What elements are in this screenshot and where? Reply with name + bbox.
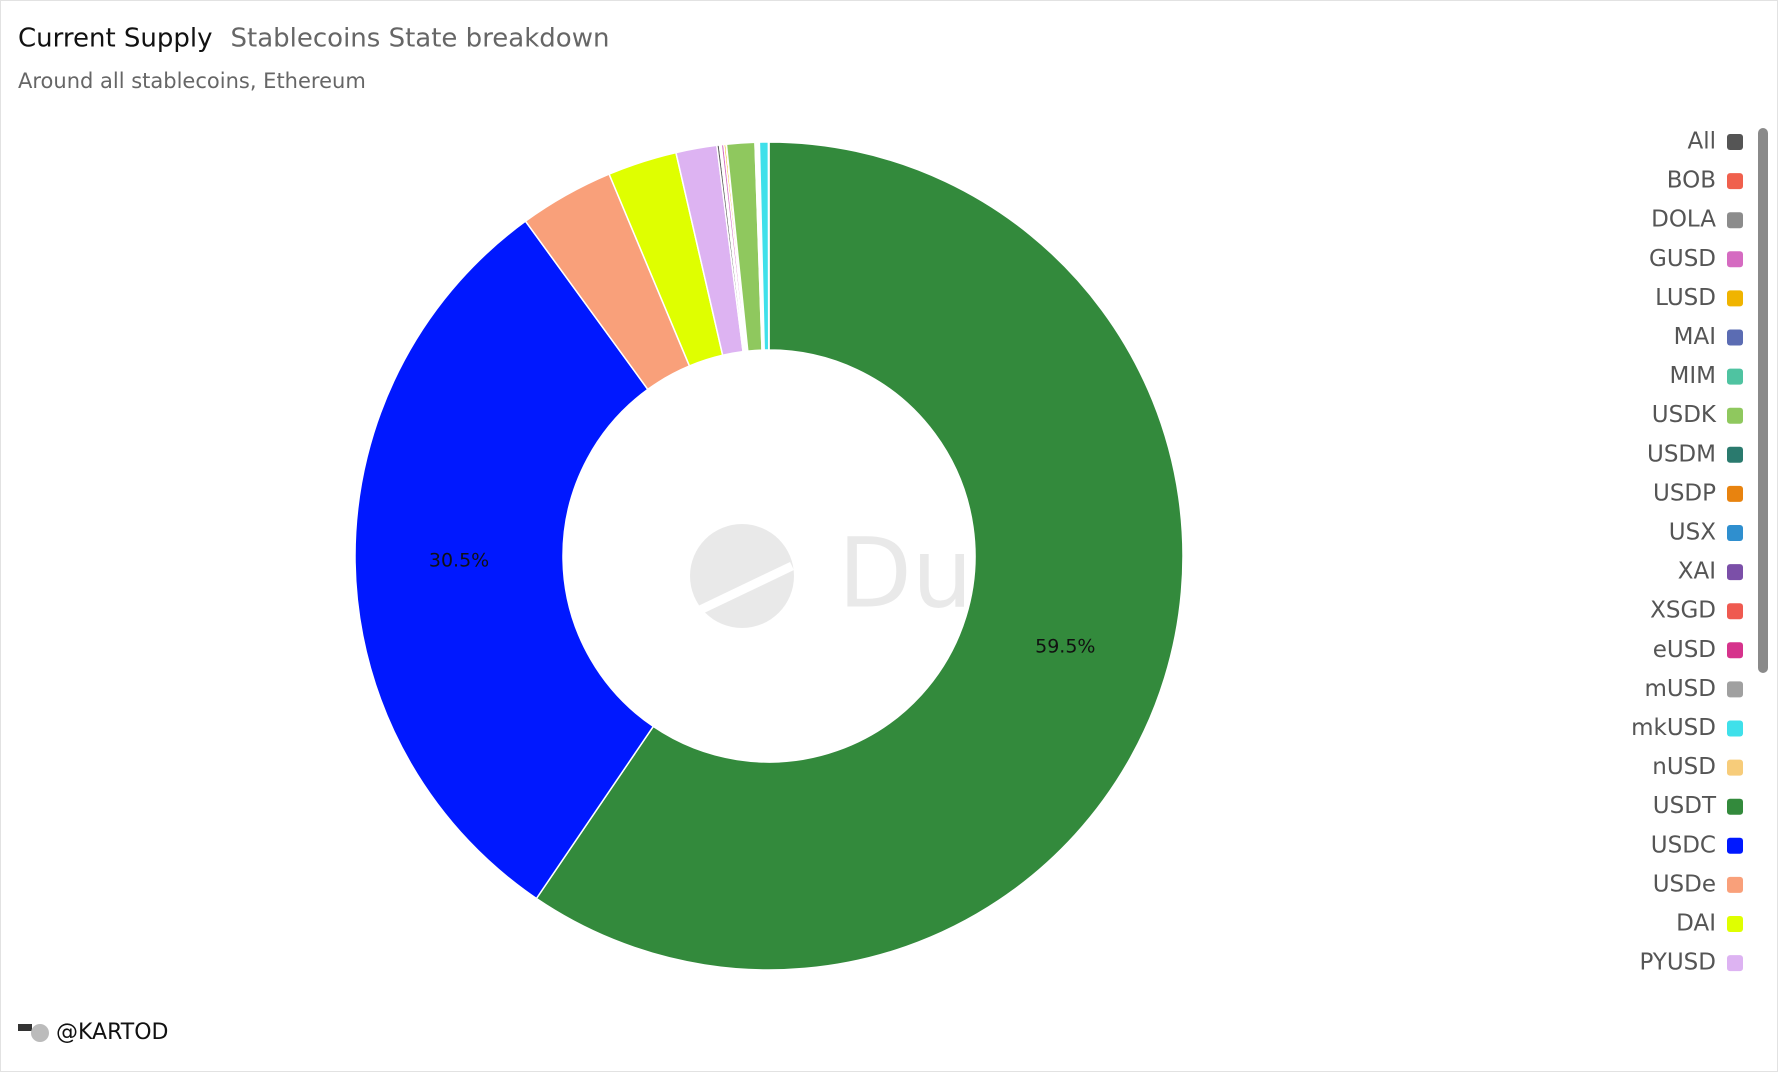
slice[interactable] [767, 141, 770, 351]
legend-swatch [1727, 564, 1743, 581]
legend-swatch [1727, 798, 1743, 815]
slice-label: 30.5% [429, 550, 489, 572]
legend-swatch [1727, 916, 1743, 932]
legend-swatch [1727, 955, 1743, 972]
legend-swatch [1727, 446, 1743, 463]
chart-subtitle: Stablecoins State breakdown [231, 24, 610, 54]
chart-description: Around all stablecoins, Ethereum [18, 69, 366, 93]
legend-swatch [1727, 407, 1743, 424]
legend-label[interactable]: BOB [1667, 168, 1716, 194]
author: @KARTOD [56, 1020, 168, 1045]
legend-swatch [1727, 173, 1743, 190]
legend-label[interactable]: USDM [1647, 441, 1716, 467]
author-icon [18, 1024, 49, 1042]
legend-label[interactable]: XSGD [1650, 598, 1716, 624]
legend-swatch [1727, 368, 1743, 385]
legend-swatch [1727, 720, 1743, 737]
legend-swatch [1727, 212, 1743, 229]
legend-label[interactable]: DAI [1676, 911, 1716, 937]
legend-label[interactable]: USDK [1652, 402, 1717, 428]
legend-swatch [1727, 603, 1743, 620]
legend-swatch [1727, 485, 1743, 502]
legend-swatch [1727, 329, 1743, 346]
watermark-logo [690, 524, 794, 628]
legend-label[interactable]: nUSD [1652, 754, 1716, 780]
legend-swatch [1727, 134, 1743, 150]
slice[interactable] [354, 220, 655, 900]
legend-swatch [1727, 876, 1743, 893]
slice[interactable] [535, 141, 1184, 971]
legend-label[interactable]: USX [1669, 520, 1716, 546]
legend-swatch [1727, 837, 1743, 854]
legend-label[interactable]: USDe [1653, 871, 1716, 897]
legend-swatch [1727, 642, 1743, 659]
legend-label[interactable]: MAI [1674, 324, 1716, 350]
legend-label[interactable]: LUSD [1655, 285, 1716, 311]
legend-label[interactable]: USDC [1651, 832, 1716, 858]
legend-swatch [1727, 525, 1743, 541]
legend-label[interactable]: eUSD [1653, 637, 1716, 663]
legend-swatch [1727, 251, 1743, 268]
legend-label[interactable]: USDP [1653, 480, 1716, 506]
legend-label[interactable]: GUSD [1649, 246, 1716, 272]
chart-title: Current Supply [18, 24, 213, 54]
legend-swatch [1727, 759, 1743, 776]
legend-label[interactable]: mkUSD [1631, 715, 1716, 741]
slice-label: 59.5% [1035, 636, 1095, 658]
legend-label[interactable]: mUSD [1644, 676, 1716, 702]
legend-swatch [1727, 290, 1743, 307]
legend-label[interactable]: DOLA [1651, 207, 1716, 233]
legend-label[interactable]: MIM [1670, 363, 1716, 389]
legend-scrollbar[interactable] [1758, 128, 1768, 673]
legend-label[interactable]: USDT [1653, 793, 1717, 819]
legend-swatch [1727, 681, 1743, 698]
legend-label[interactable]: All [1687, 129, 1716, 155]
legend-label[interactable]: PYUSD [1639, 950, 1716, 976]
legend-label[interactable]: XAI [1678, 559, 1716, 585]
